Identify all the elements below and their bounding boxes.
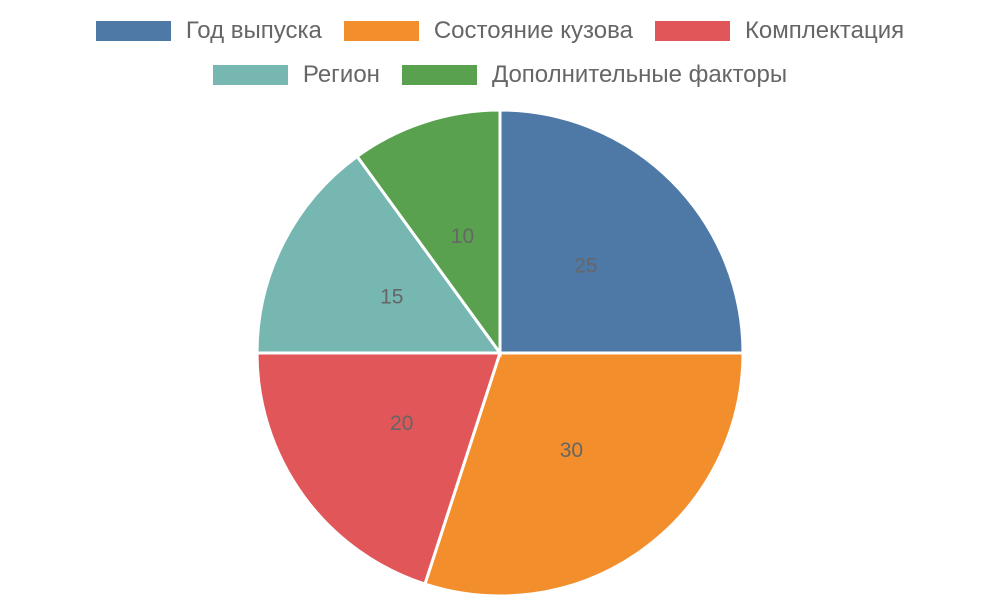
- legend-item: Дополнительные факторы: [401, 60, 788, 90]
- legend-item: Состояние кузова: [343, 16, 633, 46]
- legend-label: Дополнительные факторы: [491, 61, 788, 88]
- data-label: 30: [560, 439, 583, 462]
- legend-item: Регион: [212, 60, 380, 90]
- legend-label: Регион: [302, 61, 380, 88]
- pie-slice: [498, 108, 745, 355]
- data-label: 25: [574, 255, 597, 278]
- pie-slice: [423, 351, 745, 598]
- data-label: 10: [451, 225, 474, 248]
- legend-item: Комплектация: [654, 16, 905, 46]
- pie-slice: [355, 108, 502, 358]
- legend-swatch: [95, 21, 171, 41]
- data-label: 15: [380, 285, 403, 308]
- pie-slice: [255, 154, 503, 355]
- legend-label: Комплектация: [744, 17, 905, 44]
- pie-slice: [255, 351, 503, 586]
- data-label: 20: [390, 412, 413, 435]
- legend: Год выпуска Состояние кузова Комплектация Р…: [80, 16, 920, 90]
- legend-swatch: [654, 21, 730, 41]
- legend-swatch: [401, 65, 477, 85]
- legend-swatch: [343, 21, 419, 41]
- legend-label: Год выпуска: [185, 17, 322, 44]
- legend-item: Год выпуска: [95, 16, 322, 46]
- legend-swatch: [212, 65, 288, 85]
- legend-label: Состояние кузова: [433, 17, 633, 44]
